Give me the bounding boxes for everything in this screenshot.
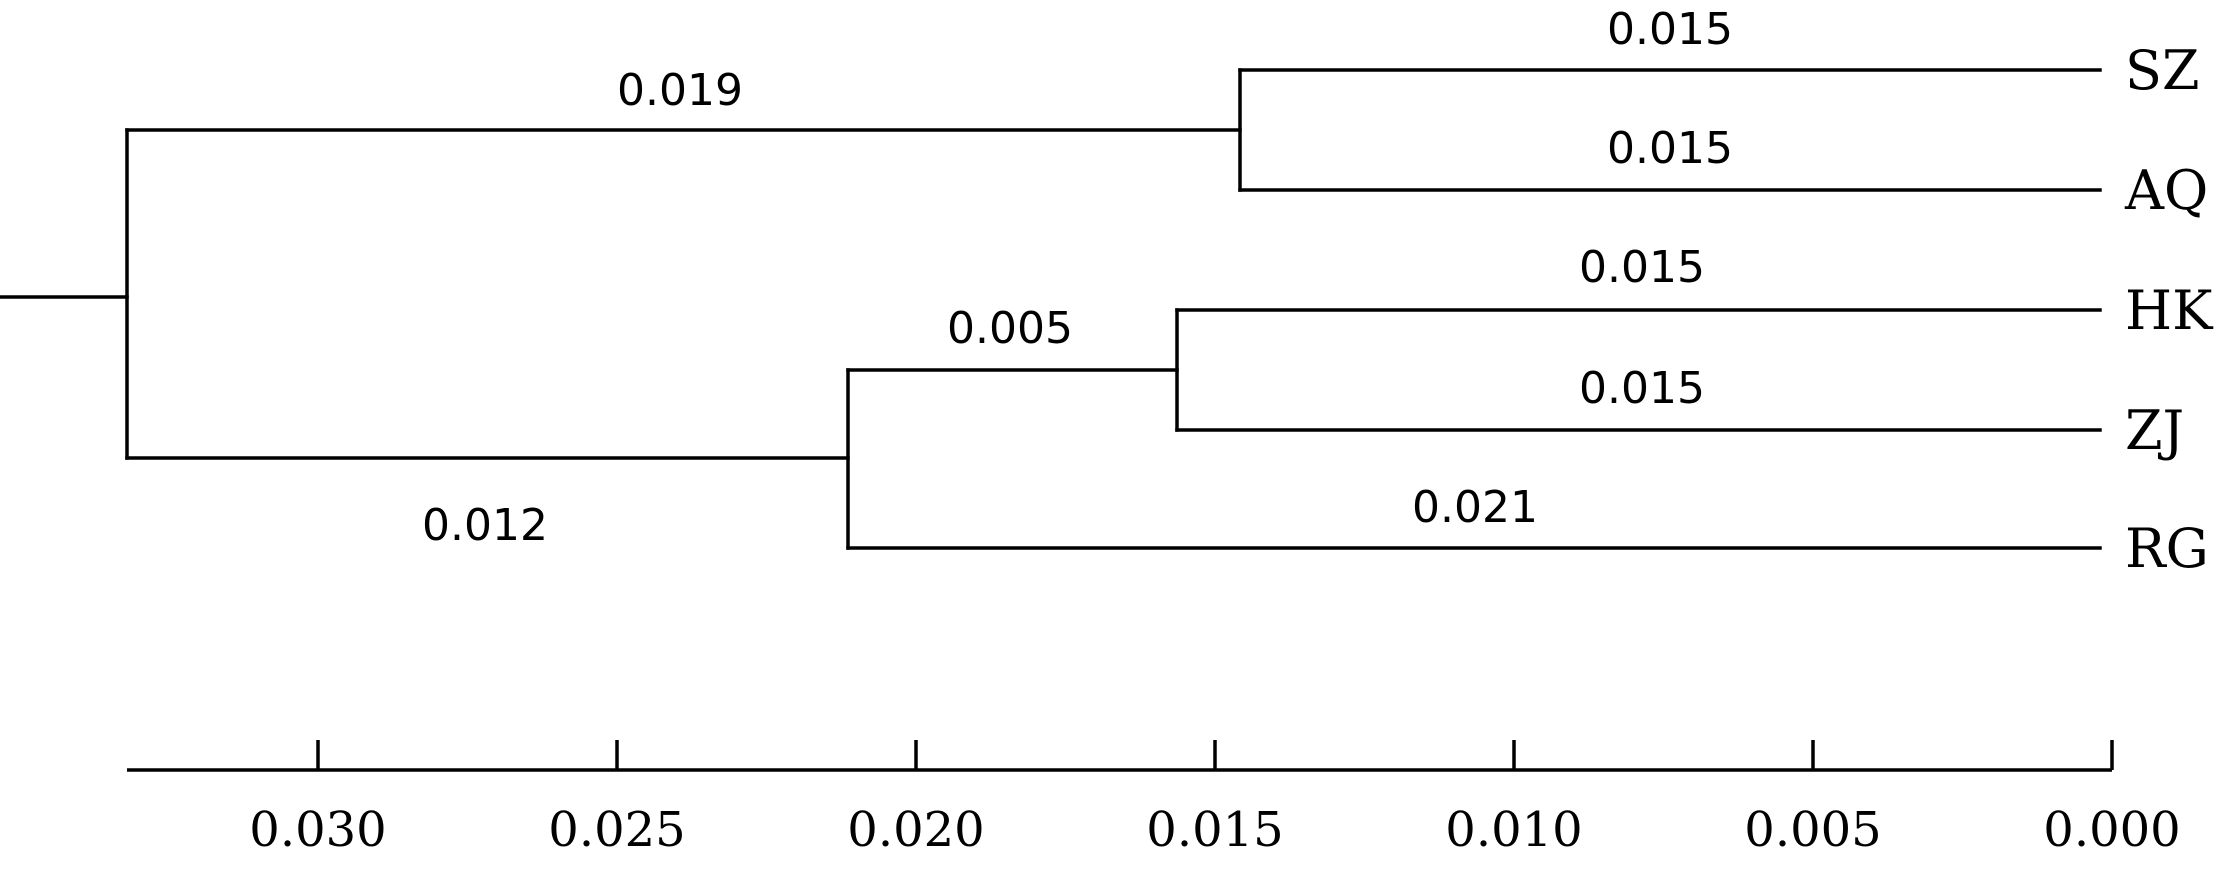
axis-tick-label: 0.000 [2043,802,2180,858]
axis-tick-label: 0.005 [1744,802,1881,858]
axis-tick-label: 0.010 [1445,802,1582,858]
branch-label-hk-zj-rg-clade: 0.012 [422,500,548,551]
axis-tick-label: 0.025 [548,802,685,858]
branch-label-sz: 0.015 [1607,4,1733,55]
scale-axis: 0.030 0.025 0.020 0.015 0.010 0.005 0.000 [127,740,2181,858]
leaf-label-sz: SZ [2125,39,2200,102]
axis-ticks: 0.030 0.025 0.020 0.015 0.010 0.005 0.000 [249,740,2181,858]
axis-tick-label: 0.015 [1146,802,1283,858]
axis-tick-label: 0.020 [847,802,984,858]
leaf-label-hk: HK [2125,279,2214,342]
axis-tick-label: 0.030 [249,802,386,858]
branch-label-zj: 0.015 [1579,363,1705,414]
branch-label-sz-aq-clade: 0.019 [617,65,743,116]
leaf-label-aq: AQ [2124,159,2208,222]
branch-label-hk: 0.015 [1579,242,1705,293]
branch-label-rg: 0.021 [1412,482,1538,533]
leaf-label-rg: RG [2125,517,2209,580]
branch-label-aq: 0.015 [1607,123,1733,174]
leaf-label-zj: ZJ [2125,399,2184,462]
branch-label-hk-zj-clade: 0.005 [947,303,1073,354]
